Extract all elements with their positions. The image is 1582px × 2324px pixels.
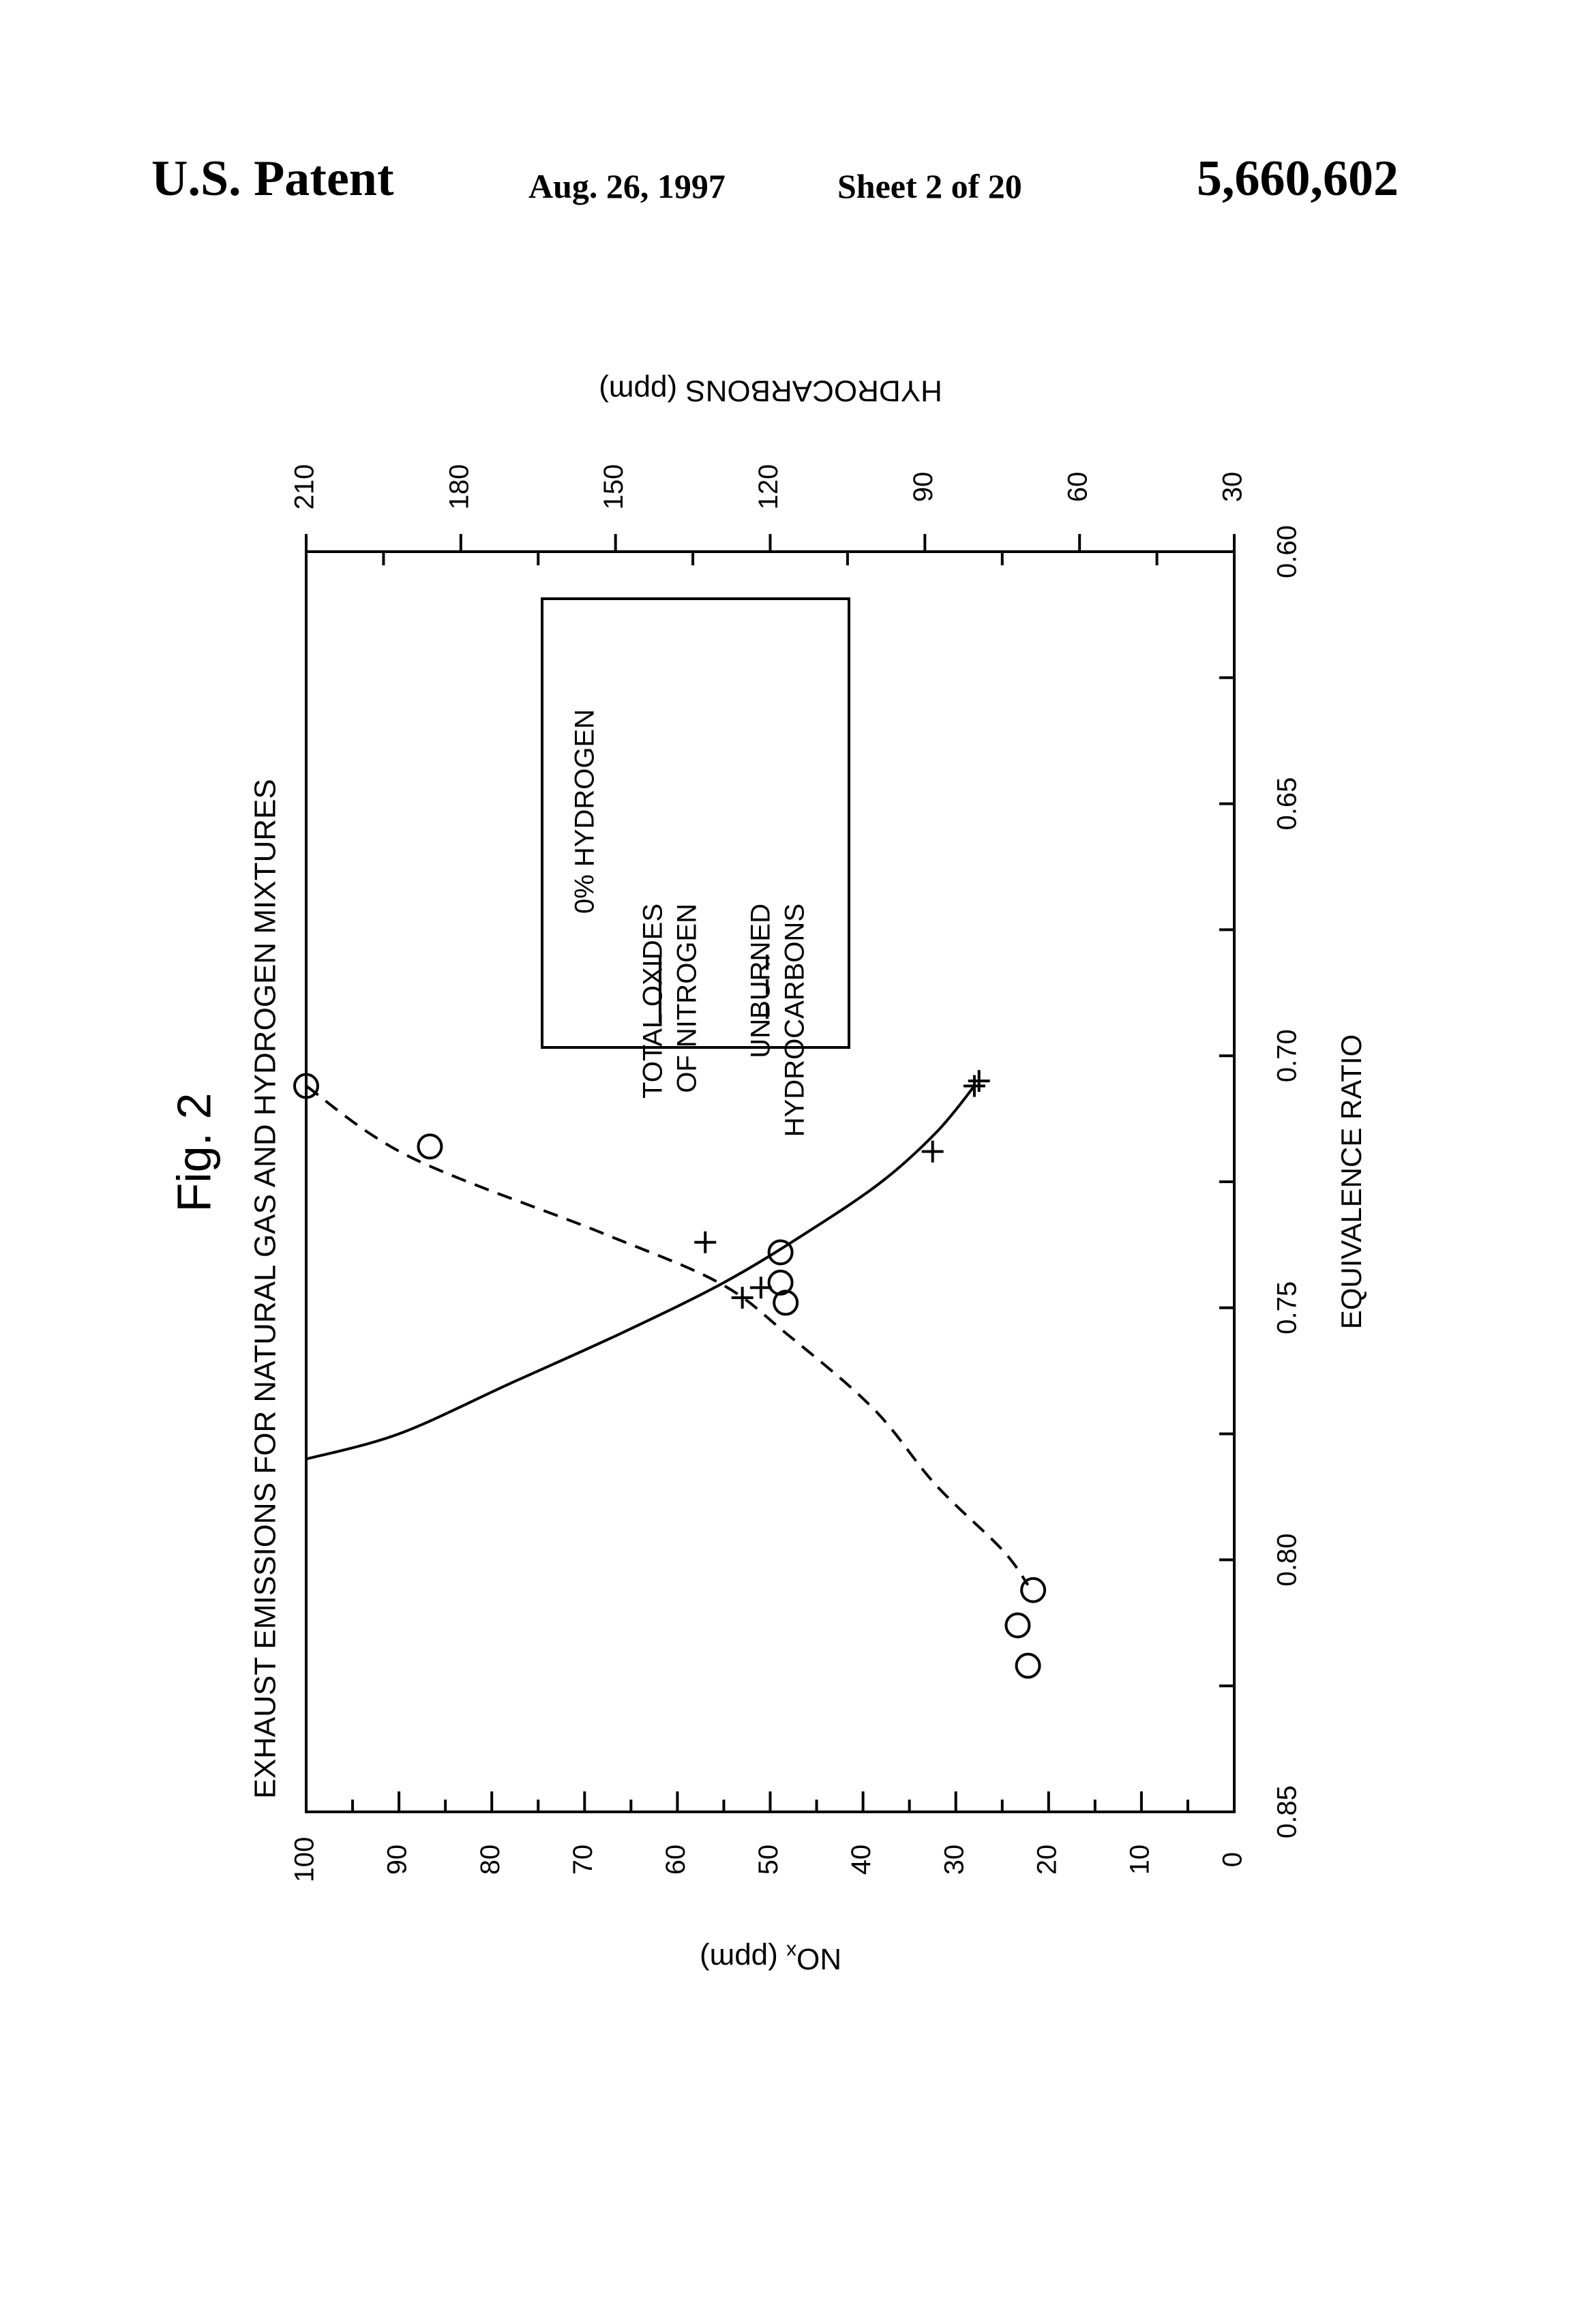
hc-data-point bbox=[1006, 1613, 1029, 1637]
hc-tick-label: 90 bbox=[908, 472, 938, 503]
nox-tick-label: 10 bbox=[1124, 1845, 1154, 1875]
figure-label: Fig. 2 bbox=[167, 1092, 220, 1212]
nox-curve bbox=[306, 1086, 974, 1459]
nox-axis-label: NOx (ppm) bbox=[700, 1940, 841, 1976]
legend-hc-label-1: UNBURNED bbox=[746, 904, 776, 1058]
hc-axis-label: HYDROCARBONS (ppm) bbox=[599, 374, 942, 407]
nox-tick-label: 90 bbox=[383, 1845, 413, 1875]
nox-data-point bbox=[732, 1287, 753, 1309]
x-tick-label: 0.60 bbox=[1272, 525, 1302, 578]
hc-tick-label: 180 bbox=[444, 464, 474, 510]
x-axis-label: EQUIVALENCE RATIO bbox=[1335, 1034, 1367, 1330]
x-tick-label: 0.70 bbox=[1272, 1029, 1302, 1082]
hc-data-point bbox=[774, 1291, 797, 1314]
nox-data-point bbox=[694, 1232, 716, 1253]
nox-tick-label: 70 bbox=[568, 1845, 598, 1875]
nox-tick-label: 20 bbox=[1032, 1845, 1062, 1875]
legend-hc-label-2: HYDROCARBONS bbox=[780, 904, 810, 1137]
x-tick-label: 0.65 bbox=[1272, 777, 1302, 831]
hc-curve bbox=[306, 1086, 1028, 1585]
legend-heading: 0% HYDROGEN bbox=[570, 709, 600, 914]
nox-tick-label: 40 bbox=[846, 1845, 876, 1875]
chart-title: EXHAUST EMISSIONS FOR NATURAL GAS AND HY… bbox=[249, 779, 282, 1798]
hc-data-point bbox=[1017, 1654, 1040, 1678]
nox-tick-label: 50 bbox=[753, 1845, 783, 1875]
hc-series bbox=[295, 1075, 1045, 1678]
hc-data-point bbox=[769, 1240, 792, 1264]
hc-data-point bbox=[1021, 1579, 1045, 1602]
plot-frame bbox=[306, 552, 1234, 1812]
legend-nox-label-1: TOTAL OXIDES bbox=[638, 904, 668, 1099]
nox-tick-label: 80 bbox=[475, 1845, 505, 1875]
hc-tick-label: 150 bbox=[599, 464, 629, 510]
legend-nox-label-2: OF NITROGEN bbox=[672, 904, 702, 1093]
hc-tick-label: 30 bbox=[1218, 472, 1248, 503]
x-tick-label: 0.85 bbox=[1272, 1785, 1302, 1838]
nox-tick-label: 60 bbox=[661, 1845, 691, 1875]
nox-tick-label: 30 bbox=[939, 1845, 969, 1875]
hc-tick-label: 210 bbox=[290, 464, 320, 510]
nox-tick-label: 100 bbox=[290, 1837, 320, 1883]
hc-tick-label: 60 bbox=[1063, 472, 1093, 503]
hc-tick-label: 120 bbox=[753, 464, 783, 510]
x-tick-label: 0.80 bbox=[1272, 1533, 1302, 1586]
hc-data-point bbox=[418, 1135, 441, 1158]
nox-series bbox=[306, 1070, 990, 1459]
nox-tick-label: 0 bbox=[1218, 1852, 1248, 1867]
x-tick-label: 0.75 bbox=[1272, 1281, 1302, 1335]
